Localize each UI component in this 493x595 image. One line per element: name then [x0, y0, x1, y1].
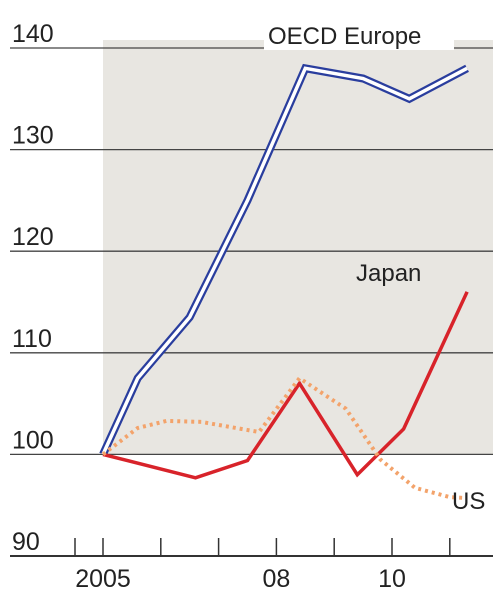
series-layer — [99, 63, 469, 501]
shaded-region — [103, 40, 493, 455]
x-tick-label-2005: 2005 — [75, 565, 131, 593]
shaded-region-layer — [103, 40, 493, 455]
series-label-japan: Japan — [356, 260, 421, 287]
series-line-oecd-europe-inner — [101, 66, 468, 456]
y-tick-label-120: 120 — [12, 223, 54, 251]
y-tick-label-90: 90 — [12, 528, 40, 556]
y-tick-label-140: 140 — [12, 20, 54, 48]
series-line-japan — [102, 291, 469, 480]
x-tick-label-10: 10 — [378, 565, 406, 593]
y-tick-label-100: 100 — [12, 426, 54, 454]
y-tick-label-130: 130 — [12, 122, 54, 150]
x-axis — [74, 538, 451, 556]
series-label-us: US — [452, 488, 485, 515]
y-tick-label-110: 110 — [12, 325, 52, 353]
series-label-oecd-europe: OECD Europe — [268, 23, 421, 50]
labels-layer: 140130120110100902005081012OECD EuropeJa… — [12, 20, 485, 593]
series-label-bg-oecd-europe — [264, 20, 454, 50]
x-tick-label-08: 08 — [262, 565, 290, 593]
gridlines — [10, 47, 493, 557]
series-line-us — [101, 376, 468, 501]
